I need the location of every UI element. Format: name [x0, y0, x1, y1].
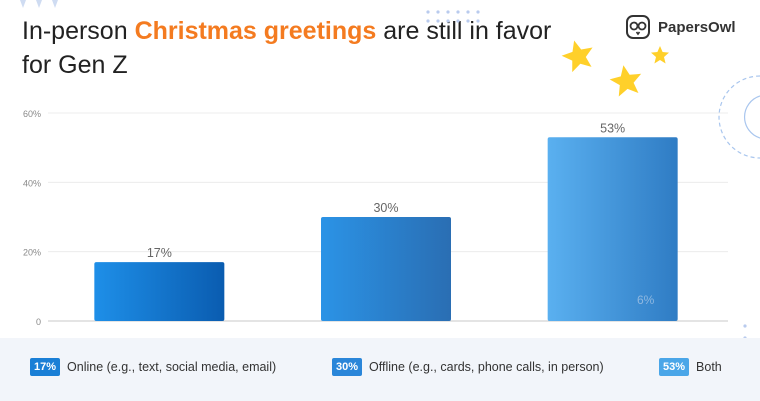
annotation-label: 6%	[637, 293, 655, 307]
legend: 17% Online (e.g., text, social media, em…	[0, 338, 760, 401]
y-tick-label: 20%	[23, 248, 41, 258]
legend-label: Offline (e.g., cards, phone calls, in pe…	[369, 360, 604, 374]
legend-label: Both	[696, 360, 722, 374]
decorative-arcs	[718, 75, 760, 159]
title-suffix: are still in favor for Gen Z	[22, 17, 552, 79]
brand-logo: PapersOwl	[624, 13, 736, 41]
star-icon	[561, 40, 593, 73]
y-tick-label: 40%	[23, 178, 41, 188]
chart-title: In-person Christmas greetings are still …	[22, 14, 582, 82]
bar-value-label: 17%	[147, 246, 172, 260]
star-icon	[651, 46, 669, 64]
value-labels: 17% 30% 53%	[147, 121, 625, 260]
legend-item-both: 53% Both	[659, 358, 722, 376]
legend-badge: 30%	[332, 358, 363, 376]
bar	[547, 137, 678, 321]
bar-value-label: 53%	[600, 121, 625, 135]
brand-name: PapersOwl	[658, 18, 736, 36]
legend-item-online: 17% Online (e.g., text, social media, em…	[30, 358, 276, 376]
bars	[94, 137, 678, 321]
title-prefix: In-person	[22, 17, 135, 45]
bar	[321, 217, 451, 321]
title-highlight: Christmas greetings	[134, 17, 377, 45]
decorative-stars	[561, 40, 669, 97]
legend-label: Online (e.g., text, social media, email)	[67, 360, 277, 374]
y-tick-label: 60%	[23, 109, 41, 119]
decorative-triangles	[20, 0, 58, 8]
y-tick-label: 0	[36, 317, 41, 327]
decorative-dots-top	[426, 10, 480, 23]
star-icon	[609, 65, 642, 97]
bar	[94, 262, 225, 321]
owl-icon	[626, 15, 650, 39]
y-axis: 0 20% 40% 60%	[23, 109, 41, 327]
bar-value-label: 30%	[373, 201, 398, 215]
legend-item-offline: 30% Offline (e.g., cards, phone calls, i…	[332, 358, 604, 376]
legend-badge: 53%	[659, 358, 690, 376]
legend-badge: 17%	[30, 358, 61, 376]
